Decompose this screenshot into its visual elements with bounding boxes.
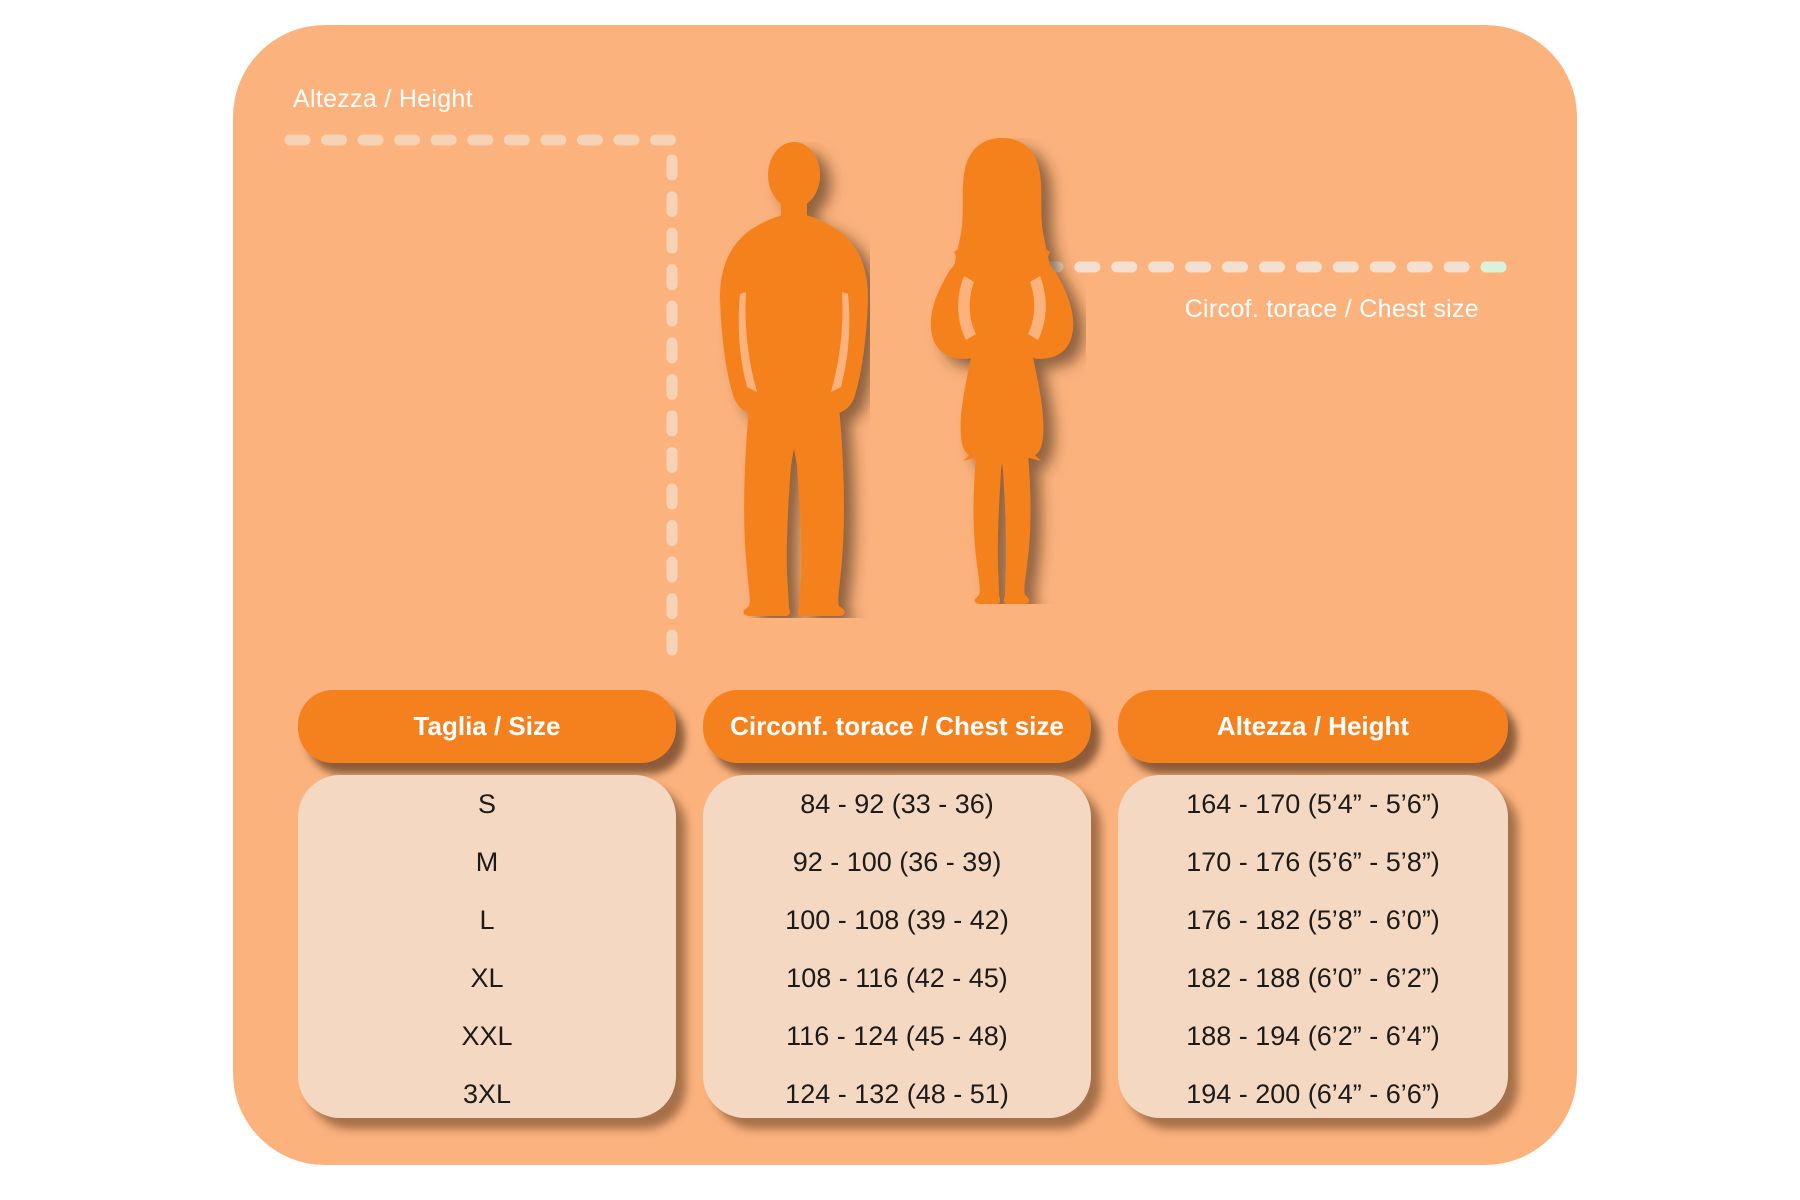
height-dimension-label: Altezza / Height	[293, 85, 473, 113]
size-cell: 3XL	[462, 1079, 512, 1109]
height-cell: 188 - 194 (6’2” - 6’4”)	[1186, 1021, 1440, 1051]
chest-cell: 84 - 92 (33 - 36)	[800, 789, 994, 819]
height-cell: 164 - 170 (5’4” - 5’6”)	[1186, 789, 1440, 819]
woman-silhouette	[930, 138, 1074, 604]
chest-cell: 92 - 100 (36 - 39)	[792, 847, 1002, 877]
height-cell: 194 - 200 (6’4” - 6’6”)	[1186, 1079, 1440, 1109]
column-header-size-label: Taglia / Size	[413, 711, 561, 741]
chest-dimension-label: Circof. torace / Chest size	[1184, 295, 1479, 323]
column-header-chest-label: Circonf. torace / Chest size	[730, 711, 1064, 741]
man-silhouette	[720, 142, 868, 616]
height-dimension-line	[284, 134, 678, 656]
height-cell: 170 - 176 (5’6” - 5’8”)	[1186, 847, 1440, 877]
size-cell: XXL	[461, 1021, 513, 1051]
column-header-size: Taglia / Size	[298, 690, 676, 763]
chest-cell: 116 - 124 (45 - 48)	[786, 1021, 1008, 1051]
size-chart-card: Altezza / Height Circof. torace / Chest …	[233, 25, 1577, 1165]
size-cell: XL	[470, 963, 504, 993]
height-cell: 182 - 188 (6’0” - 6’2”)	[1186, 963, 1440, 993]
column-header-height: Altezza / Height	[1118, 690, 1508, 763]
size-cell: M	[475, 847, 499, 877]
column-header-chest: Circonf. torace / Chest size	[703, 690, 1091, 763]
height-cell: 176 - 182 (5’8” - 6’0”)	[1186, 905, 1440, 935]
size-cell: S	[477, 789, 496, 819]
height-column-panel: 164 - 170 (5’4” - 5’6”) 170 - 176 (5’6” …	[1118, 775, 1508, 1118]
chest-column-panel: 84 - 92 (33 - 36) 92 - 100 (36 - 39) 100…	[703, 775, 1091, 1118]
size-cell: L	[479, 905, 495, 935]
size-column-panel: S M L XL XXL 3XL	[298, 775, 676, 1118]
column-header-height-label: Altezza / Height	[1216, 711, 1410, 741]
chest-cell: 108 - 116 (42 - 45)	[786, 963, 1008, 993]
chest-cell: 124 - 132 (48 - 51)	[785, 1079, 1009, 1109]
chest-cell: 100 - 108 (39 - 42)	[785, 905, 1009, 935]
